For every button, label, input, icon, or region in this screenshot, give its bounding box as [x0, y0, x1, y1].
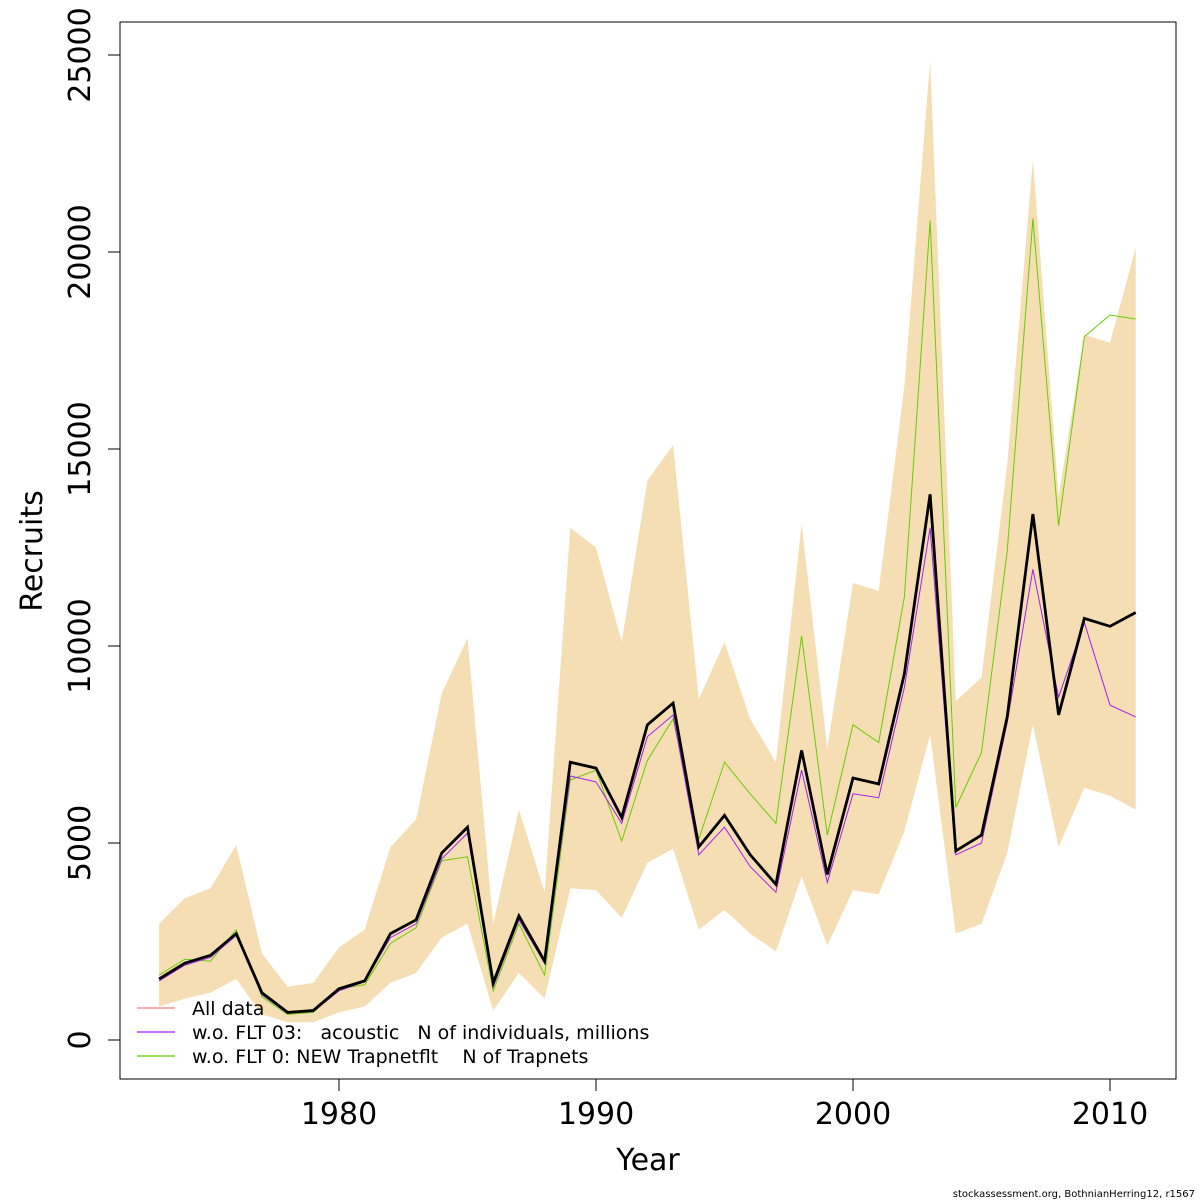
x-tick-label: 2010 — [1072, 1097, 1148, 1132]
x-axis: 1980 1990 2000 2010 — [301, 1078, 1148, 1132]
y-tick-label: 0 — [63, 1030, 98, 1049]
legend: All data w.o. FLT 03: acoustic N of indi… — [137, 998, 649, 1068]
confidence-band-layer — [159, 60, 1136, 1023]
y-axis-title: Recruits — [15, 490, 50, 612]
legend-label-all-data: All data — [192, 998, 264, 1020]
y-tick-label: 10000 — [63, 598, 98, 693]
confidence-band — [159, 60, 1136, 1023]
series-all-data — [158, 494, 1137, 1014]
y-tick-label: 25000 — [63, 7, 98, 102]
x-axis-title: Year — [615, 1143, 680, 1178]
x-tick-label: 2000 — [815, 1097, 891, 1132]
x-tick-label: 1990 — [558, 1097, 634, 1132]
series-layer — [158, 218, 1137, 1015]
legend-label-wo-flt03: w.o. FLT 03: acoustic N of individuals, … — [192, 1022, 649, 1044]
y-tick-label: 20000 — [63, 204, 98, 299]
x-tick-label: 1980 — [301, 1097, 377, 1132]
footer-credit: stockassessment.org, BothnianHerring12, … — [953, 1189, 1195, 1200]
y-tick-label: 5000 — [63, 805, 98, 881]
y-tick-label: 15000 — [63, 401, 98, 496]
y-axis: 0 5000 10000 15000 20000 25000 — [63, 7, 121, 1050]
legend-label-wo-flt0: w.o. FLT 0: NEW Trapnetflt N of Trapnets — [192, 1046, 588, 1068]
